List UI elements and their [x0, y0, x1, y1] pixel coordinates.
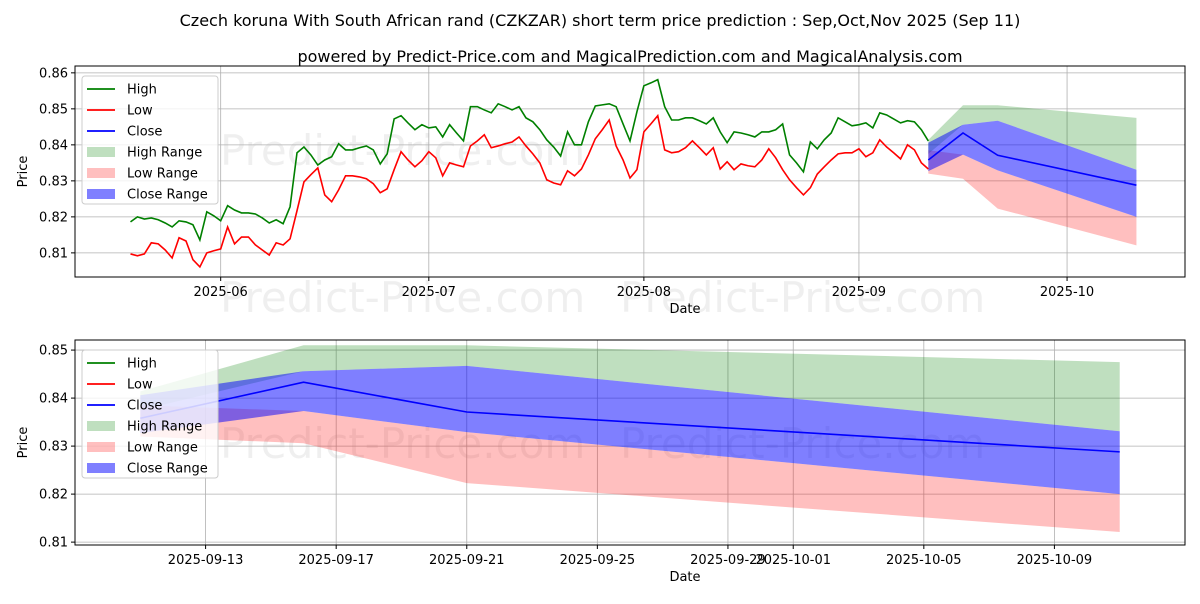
- axes-frame: [74, 339, 1186, 546]
- y-tick-label: 0.86: [39, 66, 68, 81]
- x-tick-label: 2025-09-17: [298, 553, 374, 568]
- legend-low-range-swatch: [87, 442, 115, 452]
- legend-high-range-swatch: [87, 421, 115, 431]
- y-axis-label: Price: [16, 156, 31, 188]
- x-tick-label: 2025-08: [617, 285, 671, 300]
- legend-box: [81, 75, 219, 205]
- low-range-band: [928, 150, 1137, 246]
- legend-high-range-label: High Range: [127, 420, 202, 435]
- legend-close-range-label: Close Range: [127, 188, 208, 203]
- legend-low-label: Low: [127, 378, 153, 393]
- x-tick-label: 2025-07: [402, 285, 456, 300]
- y-tick-label: 0.82: [39, 210, 68, 225]
- legend-close-label: Close: [127, 125, 162, 140]
- legend: High Low Close High Range Low Range Close Ran…: [81, 75, 219, 205]
- watermark-text: Predict-Price.com: [220, 126, 585, 175]
- y-tick-label: 0.84: [39, 138, 68, 153]
- y-axis-label: Price: [16, 427, 31, 459]
- bottom-chart-prediction-zoom: Predict-Price.comPredict-Price.com0.810.…: [16, 339, 1186, 585]
- legend-close-range-swatch: [87, 189, 115, 199]
- close-price-line: [140, 381, 1120, 453]
- legend-close-range-label: Close Range: [127, 462, 208, 477]
- x-tick-label: 2025-10-09: [1017, 553, 1093, 568]
- x-tick-label: 2025-10-05: [886, 553, 962, 568]
- x-axis-label: Date: [669, 302, 700, 317]
- legend-high-label: High: [127, 357, 157, 372]
- legend-close-range-swatch: [87, 463, 115, 473]
- y-tick-label: 0.81: [39, 246, 68, 261]
- x-tick-label: 2025-10: [1040, 285, 1094, 300]
- high-range-band: [140, 345, 1120, 432]
- close-range-band: [140, 365, 1120, 495]
- low-range-band: [140, 405, 1120, 533]
- y-tick-label: 0.85: [39, 102, 68, 117]
- axes-frame: [74, 65, 1186, 278]
- legend-high-range-label: High Range: [127, 146, 202, 161]
- x-axis-label: Date: [669, 570, 700, 585]
- legend-low-range-label: Low Range: [127, 167, 198, 182]
- y-tick-label: 0.85: [39, 344, 68, 359]
- x-tick-label: 2025-09-29: [690, 553, 766, 568]
- chart-subtitle: powered by Predict-Price.com and Magical…: [297, 47, 962, 66]
- legend-low-label: Low: [127, 104, 153, 119]
- y-tick-label: 0.84: [39, 392, 68, 407]
- legend-box: [81, 349, 219, 479]
- x-tick-label: 2025-09-25: [560, 553, 636, 568]
- x-tick-label: 2025-09-21: [429, 553, 505, 568]
- legend-low-range-swatch: [87, 168, 115, 178]
- legend-low-range-label: Low Range: [127, 441, 198, 456]
- legend: High Low Close High Range Low Range Close Ran…: [81, 349, 219, 479]
- y-tick-label: 0.83: [39, 440, 68, 455]
- chart-title: Czech koruna With South African rand (CZ…: [180, 11, 1021, 30]
- close-price-line: [927, 131, 1137, 186]
- y-tick-label: 0.81: [39, 536, 68, 551]
- top-chart-history-and-prediction: Predict-Price.com Predict-Price.com Predic…: [16, 65, 1186, 322]
- watermark-text: Predict-Price.com: [620, 273, 985, 322]
- legend-high-label: High: [127, 83, 157, 98]
- high-price-line: [130, 78, 929, 243]
- x-tick-label: 2025-09: [832, 285, 886, 300]
- low-price-line: [130, 113, 929, 269]
- y-tick-label: 0.83: [39, 174, 68, 189]
- watermark-text: Predict-Price.com: [220, 273, 585, 322]
- x-tick-label: 2025-06: [194, 285, 248, 300]
- y-tick-label: 0.82: [39, 488, 68, 503]
- x-tick-label: 2025-10-01: [755, 553, 831, 568]
- x-tick-label: 2025-09-13: [168, 553, 244, 568]
- legend-high-range-swatch: [87, 147, 115, 157]
- high-range-band: [928, 105, 1137, 170]
- legend-close-label: Close: [127, 399, 162, 414]
